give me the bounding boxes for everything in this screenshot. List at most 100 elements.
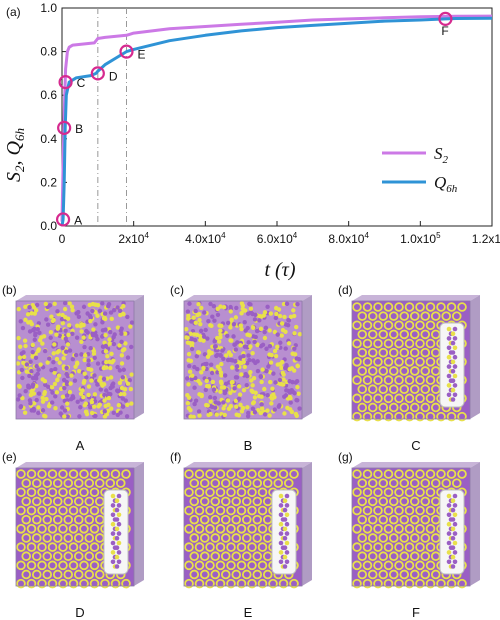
bead — [45, 360, 50, 365]
bead — [212, 318, 217, 323]
bead — [269, 401, 274, 406]
cylinder — [362, 375, 373, 385]
bead — [188, 331, 193, 337]
bead — [90, 332, 96, 338]
cylinder — [68, 469, 79, 479]
bead — [20, 375, 25, 381]
cylinder — [189, 496, 200, 507]
cylinder — [278, 469, 289, 479]
inset-particle — [450, 340, 456, 346]
bead — [88, 345, 93, 351]
cylinder — [388, 329, 399, 340]
bead — [115, 364, 120, 370]
inset-particle — [452, 364, 458, 369]
bead — [250, 350, 255, 356]
panel-label: (f) — [170, 450, 182, 464]
bead — [259, 379, 264, 385]
cylinder — [420, 496, 431, 507]
inset-particle — [452, 383, 458, 388]
bead — [286, 341, 292, 346]
cylinder — [373, 411, 383, 422]
bead — [186, 395, 192, 400]
cylinder — [394, 393, 404, 404]
cylinder — [352, 320, 362, 331]
inset-particle — [452, 392, 458, 398]
cylinder — [110, 469, 121, 479]
bead — [122, 331, 128, 336]
cylinder — [441, 311, 452, 321]
bead — [90, 308, 95, 314]
cylinder — [31, 533, 42, 543]
cylinder — [367, 311, 378, 321]
cylinder — [262, 569, 273, 580]
inset-particle — [110, 550, 116, 555]
bead — [241, 353, 246, 359]
bead — [214, 335, 220, 341]
cylinder — [121, 578, 131, 589]
cylinder — [257, 524, 268, 534]
bead — [271, 371, 276, 376]
cylinder — [378, 329, 389, 340]
bead — [97, 402, 103, 407]
bead — [102, 398, 107, 403]
bead — [117, 308, 123, 313]
inset-side-view — [271, 489, 297, 575]
cylinder — [247, 487, 257, 498]
bead — [248, 302, 253, 307]
bead — [202, 361, 208, 367]
cylinder — [357, 569, 368, 580]
cylinder — [247, 542, 257, 552]
cylinder — [194, 469, 205, 479]
marker-label-D: D — [109, 69, 118, 83]
bead — [62, 300, 68, 306]
cylinder — [220, 533, 231, 543]
cylinder — [226, 505, 236, 516]
bead — [40, 341, 45, 346]
cylinder — [388, 311, 399, 321]
bead — [267, 413, 272, 418]
bead — [35, 327, 40, 332]
cylinder — [425, 411, 436, 422]
bead — [122, 347, 127, 352]
bead — [184, 326, 189, 332]
bead — [245, 374, 250, 379]
cylinder — [451, 311, 462, 321]
bead — [64, 379, 69, 385]
bead — [62, 408, 68, 413]
bead — [239, 311, 244, 316]
bead — [291, 308, 296, 313]
bead — [104, 365, 109, 370]
bead — [31, 408, 37, 413]
cylinder — [226, 487, 236, 498]
bead — [32, 337, 37, 342]
bead — [199, 305, 204, 311]
bead — [52, 301, 57, 307]
cylinder — [210, 496, 221, 507]
bead — [185, 340, 191, 345]
cylinder — [394, 487, 404, 498]
inset-particle — [446, 383, 452, 388]
cylinder — [100, 469, 110, 479]
cylinder — [399, 569, 410, 580]
cylinder — [383, 375, 394, 385]
snapshot-caption: C — [411, 438, 421, 453]
bead — [268, 360, 274, 365]
inset-particle — [282, 517, 288, 522]
bead — [191, 414, 196, 420]
bead — [214, 412, 219, 417]
bead — [289, 366, 295, 371]
bead — [21, 350, 26, 355]
bead — [92, 392, 98, 397]
cylinder — [68, 578, 79, 589]
cylinder — [268, 469, 278, 479]
cylinder — [79, 505, 89, 516]
cylinder — [215, 542, 226, 552]
inset-particle — [450, 564, 456, 569]
inset-particle — [450, 378, 456, 383]
bead — [201, 365, 206, 371]
bead — [186, 313, 191, 318]
bead — [279, 365, 284, 371]
cylinder — [26, 505, 37, 516]
bead — [73, 352, 79, 358]
bead — [205, 336, 210, 341]
